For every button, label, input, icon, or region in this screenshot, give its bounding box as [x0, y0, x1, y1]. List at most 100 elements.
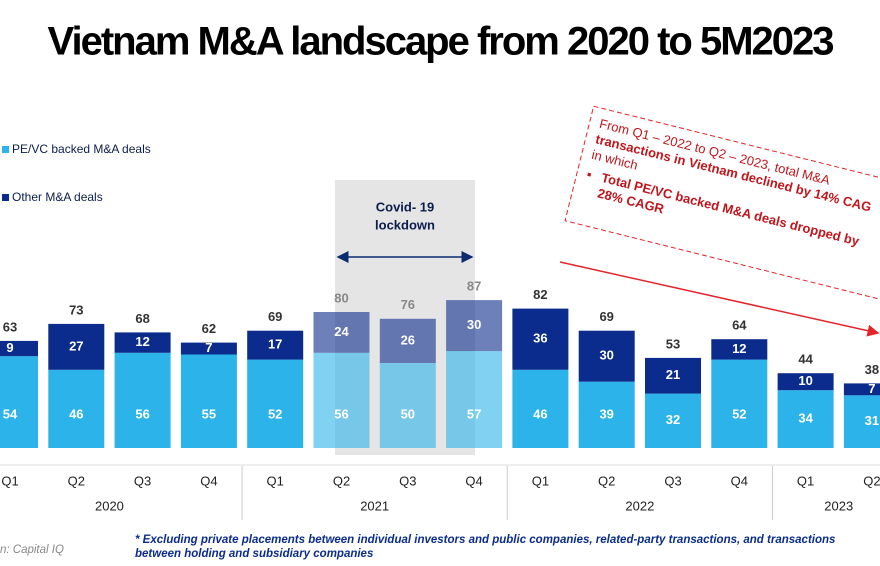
total-label: 69 [599, 309, 613, 324]
value-label: 52 [732, 406, 746, 421]
x-tick-label: Q4 [465, 473, 482, 488]
footnote: between holding and subsidiary companies [135, 548, 373, 560]
bar-segment [0, 356, 38, 448]
value-label: 12 [135, 334, 149, 349]
x-tick-label: Q3 [664, 473, 681, 488]
x-tick-label: Q1 [267, 473, 284, 488]
total-label: 63 [3, 319, 17, 334]
x-tick-label: Q1 [1, 473, 18, 488]
x-tick-label: Q3 [399, 473, 416, 488]
total-label: 44 [798, 352, 813, 367]
group-label: 2020 [95, 498, 124, 513]
x-tick-label: Q2 [863, 473, 880, 488]
bar-segment [0, 340, 38, 357]
bar-segment [114, 332, 171, 353]
bar-segment [48, 323, 105, 370]
value-label: 55 [202, 406, 216, 421]
bar-segment [446, 351, 503, 448]
trend-border [564, 105, 880, 302]
bar-segment [843, 395, 880, 448]
bar-segment [645, 357, 701, 394]
bar-segment [711, 359, 768, 448]
covid-label: lockdown [375, 217, 435, 232]
trend-box: From Q1 – 2022 to Q2 – 2023, total M&A t… [564, 105, 880, 302]
value-label: 34 [798, 411, 813, 426]
value-label: 30 [599, 348, 613, 363]
total-label: 68 [135, 311, 149, 326]
total-label: 80 [334, 290, 348, 305]
total-label: 38 [865, 362, 879, 377]
bar-segment [48, 369, 105, 448]
x-tick-label: Q1 [532, 473, 549, 488]
bar-segment [180, 354, 237, 448]
value-label: 10 [798, 373, 812, 388]
bar-segment [843, 383, 880, 396]
footnote: * Excluding private placements between i… [135, 534, 835, 546]
bar-segment [180, 342, 237, 355]
group-label: 2022 [625, 498, 654, 513]
chart-title: Vietnam M&A landscape from 2020 to 5M202… [48, 20, 834, 64]
value-label: 31 [865, 413, 879, 428]
value-label: 17 [268, 337, 282, 352]
value-label: 32 [666, 412, 680, 427]
bar-segment [313, 312, 370, 353]
bar-segment [114, 352, 171, 448]
x-tick-label: Q2 [68, 473, 85, 488]
value-label: 24 [334, 324, 349, 339]
value-label: 21 [666, 367, 680, 382]
bar-segment [512, 369, 569, 448]
bar-segment [313, 352, 370, 448]
total-label: 73 [69, 302, 83, 317]
value-label: 50 [401, 406, 415, 421]
legend-swatch [2, 146, 9, 153]
legend-label: Other M&A deals [12, 190, 103, 204]
value-label: 9 [6, 340, 13, 355]
total-label: 76 [401, 297, 415, 312]
legend-label: PE/VC backed M&A deals [12, 142, 151, 156]
x-tick-label: Q3 [134, 473, 151, 488]
x-tick-label: Q1 [797, 473, 814, 488]
value-label: 56 [135, 406, 149, 421]
value-label: 30 [467, 317, 481, 332]
value-label: 46 [69, 406, 83, 421]
group-label: 2021 [360, 498, 389, 513]
trend-bullet: ▪ [585, 166, 593, 182]
value-label: 57 [467, 406, 481, 421]
bar-segment [446, 300, 503, 352]
value-label: 39 [599, 406, 613, 421]
x-tick-label: Q2 [333, 473, 350, 488]
bar-segment [247, 330, 304, 360]
value-label: 56 [334, 406, 348, 421]
bar-segment [777, 373, 834, 391]
value-label: 12 [732, 341, 746, 356]
bar-segment [578, 381, 635, 448]
value-label: 7 [868, 381, 875, 396]
x-tick-label: Q4 [200, 473, 217, 488]
value-label: 46 [533, 406, 547, 421]
bar-segment [578, 330, 635, 382]
group-label: 2023 [824, 498, 853, 513]
total-label: 53 [666, 336, 680, 351]
x-tick-label: Q4 [731, 473, 748, 488]
bar-segment [645, 393, 701, 448]
value-label: 7 [205, 340, 212, 355]
total-label: 69 [268, 309, 282, 324]
value-label: 26 [401, 332, 415, 347]
total-label: 62 [202, 321, 216, 336]
bar-segment [777, 390, 834, 448]
value-label: 27 [69, 338, 83, 353]
legend-swatch [2, 194, 9, 201]
bar-segment [379, 363, 436, 448]
value-label: 36 [533, 331, 547, 346]
bar-segment [379, 318, 436, 363]
bar-segment [512, 308, 569, 370]
source: n: Capital IQ [0, 544, 64, 556]
bar-segment [247, 359, 304, 448]
total-label: 87 [467, 279, 481, 294]
bar-segment [711, 339, 768, 360]
total-label: 82 [533, 287, 547, 302]
covid-label: Covid- 19 [376, 199, 435, 214]
total-label: 64 [732, 318, 747, 333]
x-tick-label: Q2 [598, 473, 615, 488]
